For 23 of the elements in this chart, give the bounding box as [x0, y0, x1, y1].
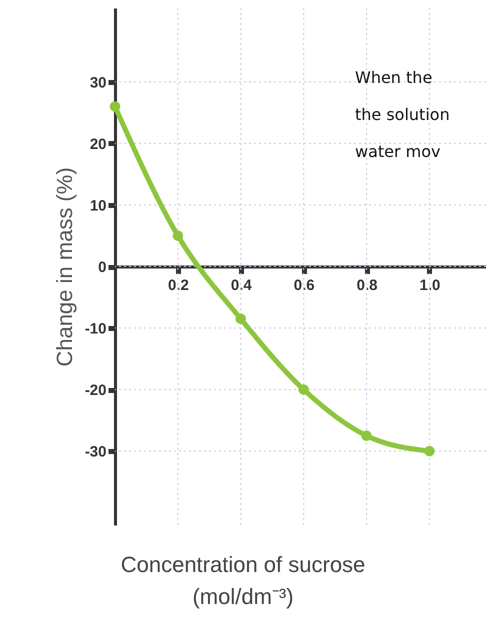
point: [110, 101, 120, 112]
x-tick-label: 0.6: [294, 277, 315, 294]
x-tick-label: 0.8: [356, 277, 378, 294]
y-tick-label: 0: [98, 259, 106, 276]
point: [424, 446, 435, 456]
y-tick-label: -10: [84, 320, 106, 338]
x-tick-label: 0.2: [168, 277, 189, 294]
x-tick-label: 1.0: [419, 277, 440, 294]
x-tick-label: 0.4: [230, 277, 252, 294]
point: [361, 430, 372, 441]
annotation: When the: [355, 68, 432, 87]
y-tick-label: -30: [84, 444, 106, 461]
annotation: water mov: [355, 142, 441, 161]
annotation: the solution: [355, 105, 450, 124]
y-tick-label: 30: [90, 74, 106, 92]
y-tick-label: -20: [84, 382, 106, 400]
point: [298, 384, 309, 395]
y-tick-label: 10: [90, 197, 106, 214]
y-tick-label: 20: [90, 136, 106, 153]
y-axis-title: Change in mass (%): [52, 167, 77, 367]
point: [236, 314, 246, 324]
x-axis-title: Concentration of sucrose (mol/dm⁻³): [120, 552, 366, 609]
point: [172, 230, 184, 241]
